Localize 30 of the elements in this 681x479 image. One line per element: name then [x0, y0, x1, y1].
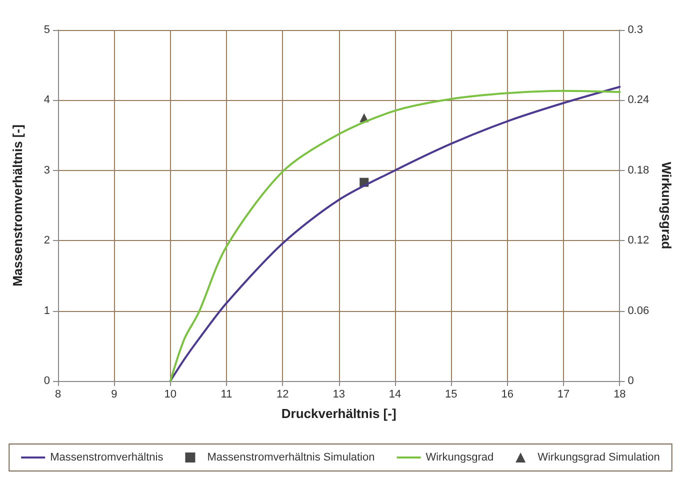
- y2-tick-label: 0.12: [628, 234, 650, 247]
- y-tick-label: 3: [44, 164, 50, 176]
- legend-label: Massenstromverhältnis: [50, 452, 164, 464]
- legend-label: Massenstromverhältnis Simulation: [207, 452, 375, 464]
- x-tick-label: 18: [614, 388, 626, 400]
- y-tick-label: 4: [44, 94, 50, 106]
- y-tick-label: 1: [44, 304, 50, 317]
- y-tick-label: 5: [44, 24, 50, 36]
- y2-tick-label: 0.06: [628, 304, 650, 317]
- x-tick-label: 11: [220, 388, 232, 400]
- x-tick-label: 17: [557, 388, 570, 400]
- y2-tick-label: 0.3: [628, 24, 643, 36]
- x-tick-label: 10: [164, 388, 176, 400]
- x-tick-label: 15: [445, 388, 458, 400]
- legend-label: Wirkungsgrad: [426, 452, 494, 464]
- x-tick-label: 12: [276, 388, 289, 400]
- x-tick-label: 16: [501, 388, 514, 400]
- x-axis-title: Druckverhältnis [-]: [281, 406, 396, 421]
- x-tick-label: 14: [388, 388, 402, 400]
- legend-label: Wirkungsgrad Simulation: [538, 452, 660, 464]
- y2-tick-label: 0.24: [628, 94, 650, 106]
- y2-axis-title: Wirkungsgrad: [659, 162, 674, 250]
- y2-tick-label: 0.18: [628, 164, 650, 176]
- y-tick-label: 2: [44, 234, 50, 247]
- y-tick-label: 0: [44, 375, 50, 387]
- y2-tick-label: 0: [628, 375, 634, 387]
- x-tick-label: 13: [332, 388, 345, 400]
- y-axis-title: Massenstromverhältnis [-]: [10, 124, 25, 286]
- x-tick-label: 8: [54, 388, 62, 400]
- x-tick-label: 9: [111, 388, 118, 400]
